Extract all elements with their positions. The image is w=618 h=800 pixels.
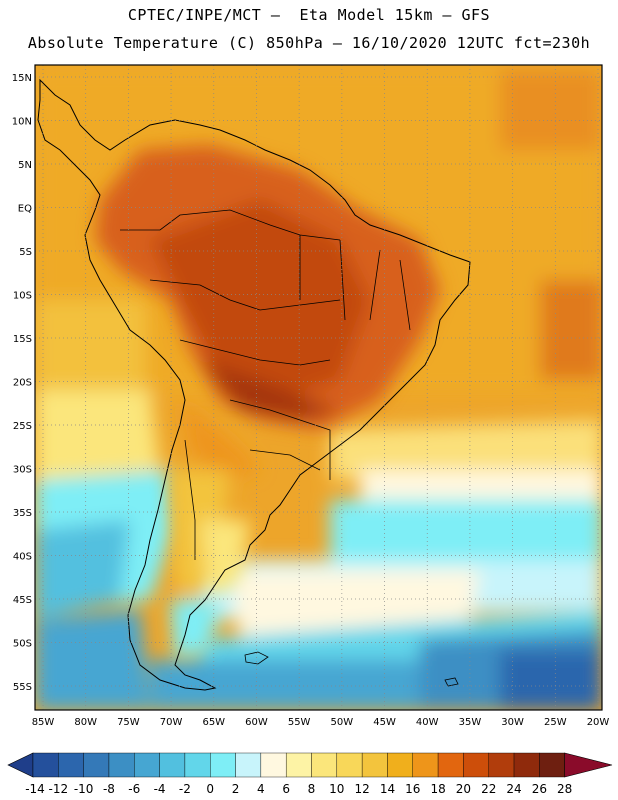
colorbar-level-label: 10 <box>329 782 344 796</box>
colorbar-swatch <box>488 752 515 778</box>
lat-label: 40S <box>13 552 32 563</box>
colorbar-level-label: 0 <box>206 782 214 796</box>
coastline <box>37 78 471 691</box>
longitude-labels: 85W 80W 75W 70W 65W 60W 55W 50W 45W 40W 35W 30W 25W 2… <box>32 717 610 728</box>
colorbar-swatch <box>134 752 160 778</box>
lon-label: 65W <box>202 717 225 728</box>
temperature-field <box>35 65 602 710</box>
colorbar-swatch <box>58 752 84 778</box>
lat-label: 55S <box>13 682 32 693</box>
title-line-2: Absolute Temperature (C) 850hPa – 16/10/… <box>27 34 591 52</box>
colorbar-swatch <box>108 752 135 778</box>
colorbar-swatch <box>285 752 312 778</box>
lon-label: 55W <box>288 717 311 728</box>
lon-label: 80W <box>74 717 97 728</box>
colorbar-level-label: 26 <box>532 782 547 796</box>
colorbar-swatch <box>412 752 439 778</box>
lon-label: 45W <box>373 717 396 728</box>
lon-label: 50W <box>331 717 354 728</box>
colorbar-swatch <box>210 752 236 778</box>
title-line-1: CPTEC/INPE/MCT – Eta Model 15km – GFS <box>127 6 491 24</box>
colorbar-max-arrow <box>564 752 613 778</box>
lon-label: 30W <box>501 717 524 728</box>
colorbar-level-label: 14 <box>380 782 395 796</box>
lon-label: 40W <box>416 717 439 728</box>
colorbar: -14 -12 -10 -8 -6 -4 -2 0 2 4 6 8 10 12 14 16 18 20 22 24 26… <box>7 752 613 796</box>
colorbar-level-label: -6 <box>128 782 140 796</box>
lat-label: 5S <box>19 247 32 258</box>
colorbar-level-label: -4 <box>154 782 166 796</box>
colorbar-swatch <box>361 752 388 778</box>
colorbar-level-label: 16 <box>405 782 420 796</box>
lat-label: 25S <box>13 421 32 432</box>
lon-label: 75W <box>117 717 140 728</box>
lat-label: 50S <box>13 639 32 650</box>
colorbar-swatch <box>235 752 262 778</box>
colorbar-level-label: 6 <box>282 782 290 796</box>
lat-label: 10S <box>13 291 32 302</box>
colorbar-level-label: -2 <box>179 782 191 796</box>
lon-label: 20W <box>587 717 610 728</box>
colorbar-swatch <box>539 752 565 778</box>
colorbar-level-label: 2 <box>232 782 240 796</box>
lat-label: 5N <box>18 160 32 171</box>
colorbar-swatches <box>7 752 613 778</box>
colorbar-swatch <box>463 752 489 778</box>
colorbar-level-label: 28 <box>557 782 572 796</box>
lat-label: 20S <box>13 378 32 389</box>
latitude-labels: 15N 10N 5N EQ 5S 10S 15S 20S 25S 30S 35S 40S 45S 50S 5… <box>12 73 32 693</box>
graticule <box>35 65 602 710</box>
colorbar-level-label: -14 <box>25 782 45 796</box>
colorbar-level-label: -10 <box>74 782 94 796</box>
colorbar-labels: -14 -12 -10 -8 -6 -4 -2 0 2 4 6 8 10 12 14 16 18 20 22 24 26… <box>25 782 572 796</box>
colorbar-swatch <box>336 752 363 778</box>
colorbar-swatch <box>83 752 110 778</box>
lat-label: 10N <box>12 117 32 128</box>
colorbar-level-label: -12 <box>49 782 69 796</box>
map-frame <box>34 64 603 711</box>
lon-label: 85W <box>32 717 55 728</box>
lon-label: 25W <box>544 717 567 728</box>
colorbar-level-label: 20 <box>456 782 471 796</box>
colorbar-swatch <box>184 752 211 778</box>
colorbar-swatch <box>387 752 413 778</box>
lat-label: 35S <box>13 508 32 519</box>
colorbar-level-label: 18 <box>430 782 445 796</box>
lat-label: EQ <box>18 204 32 215</box>
colorbar-swatch <box>513 752 540 778</box>
lon-label: 60W <box>245 717 268 728</box>
colorbar-level-label: 4 <box>257 782 265 796</box>
colorbar-level-label: 12 <box>354 782 369 796</box>
lat-label: 15N <box>12 73 32 84</box>
lat-label: 30S <box>13 465 32 476</box>
colorbar-swatch <box>159 752 186 778</box>
colorbar-swatch <box>437 752 464 778</box>
lon-label: 70W <box>160 717 183 728</box>
lat-label: 15S <box>13 334 32 345</box>
lon-label: 35W <box>459 717 482 728</box>
colorbar-swatch <box>32 752 59 778</box>
colorbar-level-label: 22 <box>481 782 496 796</box>
colorbar-swatch <box>311 752 338 778</box>
colorbar-level-label: -8 <box>103 782 115 796</box>
colorbar-level-label: 24 <box>506 782 521 796</box>
colorbar-min-arrow <box>7 752 34 778</box>
colorbar-swatch <box>260 752 287 778</box>
colorbar-level-label: 8 <box>308 782 316 796</box>
lat-label: 45S <box>13 595 32 606</box>
